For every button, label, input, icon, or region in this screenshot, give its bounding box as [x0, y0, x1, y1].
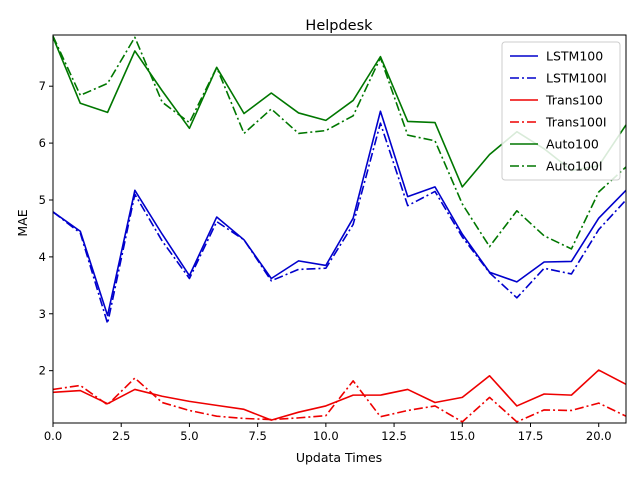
y-tick-label: 4	[39, 250, 46, 264]
x-tick-label: 15.0	[449, 429, 475, 443]
y-axis-label: MAE	[15, 209, 30, 236]
x-axis-label: Updata Times	[296, 450, 382, 465]
y-tick-label: 3	[39, 307, 46, 321]
plot-frame	[52, 34, 627, 424]
legend-label: Trans100	[545, 93, 603, 108]
series-line-trans100	[52, 369, 627, 421]
x-tick-label: 17.5	[518, 429, 544, 443]
x-tick-label: 5.0	[180, 429, 198, 443]
series-line-auto100i	[52, 35, 627, 250]
x-tick-label: 0.0	[44, 429, 62, 443]
x-tick-label: 20.0	[586, 429, 612, 443]
legend: LSTM100 LSTM100I Trans100 Trans100I Auto100 A…	[501, 41, 621, 181]
series-line-trans100i	[52, 377, 627, 423]
x-tick-label: 12.5	[381, 429, 407, 443]
chart-title: Helpdesk	[305, 18, 373, 34]
x-tick-label: 2.5	[112, 429, 130, 443]
legend-label: Auto100I	[546, 159, 603, 174]
x-tick-label: 7.5	[248, 429, 266, 443]
legend-label: Auto100	[546, 137, 599, 152]
y-tick-label: 2	[39, 364, 46, 378]
y-axis: 2 3 4 5 6 7	[39, 79, 53, 378]
y-tick-label: 6	[39, 136, 46, 150]
series-line-lstm100i	[52, 122, 627, 325]
series-line-lstm100	[52, 110, 627, 317]
y-tick-label: 5	[39, 193, 46, 207]
legend-box	[501, 41, 621, 181]
x-axis: 0.0 2.5 5.0 7.5 10.0 12.5 15.0 17.5 20.0	[44, 423, 612, 443]
legend-label: LSTM100	[546, 49, 603, 64]
legend-label: LSTM100I	[546, 71, 607, 86]
y-tick-label: 7	[39, 79, 46, 93]
legend-label: Trans100I	[545, 115, 607, 130]
x-tick-label: 10.0	[313, 429, 339, 443]
